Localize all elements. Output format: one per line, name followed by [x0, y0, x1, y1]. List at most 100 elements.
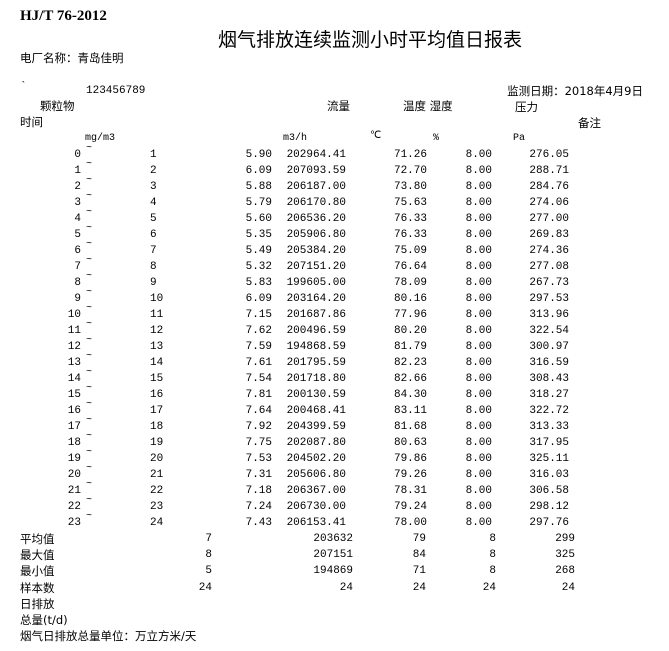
flow-value: 200468.41 — [286, 405, 346, 417]
hour-start: 17 — [67, 421, 81, 433]
temp-value: 81.79 — [393, 341, 427, 353]
col-temp-humidity: 温度 湿度 — [403, 99, 453, 113]
particulate-value: 5.60 — [245, 213, 272, 225]
report-title: 烟气排放连续监测小时平均值日报表 — [218, 29, 523, 51]
daily-emission-label: 日排放 — [20, 597, 55, 611]
summary-temp: 79 — [412, 533, 426, 545]
humidity-value: 8.00 — [465, 485, 492, 497]
pressure-value: 284.76 — [529, 181, 569, 193]
tilde: ~ — [86, 367, 93, 378]
summary-flow: 203632 — [313, 533, 353, 545]
hour-start: 1 — [74, 165, 81, 177]
tilde: ~ — [86, 495, 93, 506]
pressure-value: 277.00 — [529, 213, 569, 225]
humidity-value: 8.00 — [465, 245, 492, 257]
particulate-value: 7.64 — [245, 405, 272, 417]
temp-value: 79.86 — [393, 453, 427, 465]
particulate-value: 7.59 — [245, 341, 272, 353]
particulate-value: 7.53 — [245, 453, 272, 465]
flow-value: 200130.59 — [286, 389, 346, 401]
temp-value: 76.33 — [393, 213, 427, 225]
humidity-value: 8.00 — [465, 229, 492, 241]
tilde: ~ — [86, 271, 93, 282]
pressure-value: 300.97 — [529, 341, 569, 353]
hour-start: 2 — [74, 181, 81, 193]
flow-value: 207093.59 — [286, 165, 346, 177]
hour-start: 10 — [67, 309, 81, 321]
hour-start: 23 — [67, 517, 81, 529]
pressure-value: 316.59 — [529, 357, 569, 369]
particulate-value: 7.81 — [245, 389, 272, 401]
particulate-value: 7.54 — [245, 373, 272, 385]
pressure-value: 306.58 — [529, 485, 569, 497]
summary-flow: 207151 — [313, 549, 353, 562]
hour-end: 15 — [150, 373, 164, 385]
hour-end: 9 — [150, 277, 157, 289]
hour-end: 7 — [150, 245, 157, 257]
tilde: ~ — [86, 159, 93, 170]
flow-value: 202087.80 — [286, 437, 346, 449]
tilde: ~ — [86, 143, 93, 154]
pressure-value: 318.27 — [529, 389, 569, 401]
hour-end: 16 — [150, 389, 164, 401]
tilde: ~ — [86, 511, 93, 522]
summary-pressure: 24 — [561, 581, 575, 594]
particulate-value: 5.83 — [245, 277, 272, 289]
tilde: ~ — [86, 191, 93, 202]
hour-start: 21 — [67, 485, 81, 497]
tilde: ~ — [86, 399, 93, 410]
pressure-value: 313.96 — [529, 309, 569, 321]
pressure-value: 313.33 — [529, 421, 569, 433]
tilde: ~ — [86, 255, 93, 266]
col-remark: 备注 — [578, 116, 601, 130]
humidity-value: 8.00 — [465, 501, 492, 513]
hour-end: 2 — [150, 165, 157, 177]
flow-value: 204399.59 — [286, 421, 346, 433]
hour-end: 4 — [150, 197, 157, 209]
hour-start: 6 — [74, 245, 81, 257]
flow-value: 194868.59 — [286, 341, 346, 353]
flow-value: 206367.00 — [286, 485, 346, 497]
col-time: 时间 — [20, 115, 43, 129]
hour-start: 22 — [67, 501, 81, 513]
hour-end: 24 — [150, 517, 164, 529]
hour-end: 23 — [150, 501, 164, 513]
flow-value: 206153.41 — [286, 517, 346, 529]
humidity-value: 8.00 — [465, 453, 492, 465]
temp-value: 82.23 — [393, 357, 427, 369]
hour-start: 8 — [74, 277, 81, 289]
pressure-value: 297.53 — [529, 293, 569, 305]
summary-pressure: 325 — [555, 549, 575, 562]
summary-pressure: 299 — [555, 533, 575, 545]
pressure-value: 297.76 — [529, 517, 569, 529]
hour-end: 10 — [150, 293, 164, 305]
temp-value: 75.63 — [393, 197, 427, 209]
summary-particulate: 7 — [205, 533, 212, 545]
summary-humidity: 8 — [489, 549, 496, 562]
pressure-value: 317.95 — [529, 437, 569, 449]
particulate-value: 7.62 — [245, 325, 272, 337]
tilde: ~ — [86, 383, 93, 394]
hour-end: 22 — [150, 485, 164, 497]
hour-start: 14 — [67, 373, 81, 385]
particulate-value: 7.43 — [245, 517, 272, 529]
temp-value: 71.26 — [393, 149, 427, 161]
pressure-value: 269.83 — [529, 229, 569, 241]
flow-value: 204502.20 — [286, 453, 346, 465]
summary-temp: 24 — [412, 581, 426, 594]
temp-value: 73.80 — [393, 181, 427, 193]
particulate-value: 5.79 — [245, 197, 272, 209]
hour-start: 3 — [74, 197, 81, 209]
humidity-value: 8.00 — [465, 165, 492, 177]
tilde: ~ — [86, 447, 93, 458]
tilde: ~ — [86, 287, 93, 298]
flow-value: 205906.80 — [286, 229, 346, 241]
hour-end: 11 — [150, 309, 164, 321]
summary-temp: 84 — [412, 549, 426, 562]
humidity-value: 8.00 — [465, 373, 492, 385]
flow-value: 201687.86 — [286, 309, 346, 321]
flow-value: 201718.80 — [286, 373, 346, 385]
temp-value: 80.63 — [393, 437, 427, 449]
hour-start: 11 — [67, 325, 81, 337]
summary-label: 平均值 — [20, 532, 55, 546]
